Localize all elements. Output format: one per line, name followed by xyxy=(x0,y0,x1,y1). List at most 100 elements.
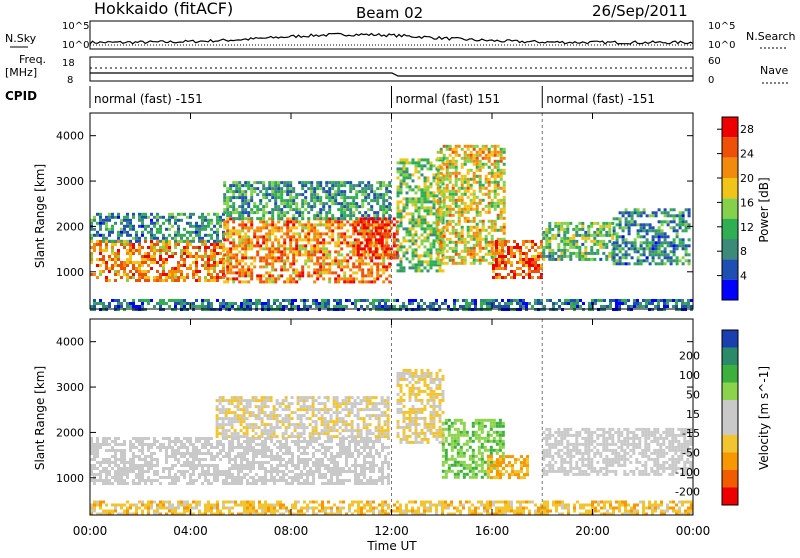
power-echo-cell xyxy=(292,268,295,271)
power-echo-cell xyxy=(370,190,373,193)
velocity-echo-cell xyxy=(96,446,99,449)
power-echo-cell xyxy=(474,299,477,302)
power-echo-cell xyxy=(141,225,144,228)
power-echo-cell xyxy=(274,235,277,238)
power-echo-cell xyxy=(522,243,525,246)
power-echo-cell xyxy=(400,212,403,215)
power-echo-cell xyxy=(552,305,555,308)
power-echo-cell xyxy=(636,302,639,305)
power-echo-cell xyxy=(507,246,510,249)
velocity-echo-cell xyxy=(210,443,213,446)
power-echo-cell xyxy=(455,169,458,172)
velocity-echo-cell xyxy=(279,479,282,482)
power-echo-cell xyxy=(525,246,528,249)
power-echo-cell xyxy=(265,232,268,235)
nsky-trace xyxy=(90,33,693,45)
power-echo-cell xyxy=(180,258,183,261)
power-echo-cell xyxy=(304,190,307,193)
power-echo-cell xyxy=(240,305,243,308)
power-echo-cell xyxy=(679,211,682,214)
power-echo-cell xyxy=(470,247,473,250)
power-echo-cell xyxy=(286,226,289,229)
velocity-echo-cell xyxy=(156,479,159,482)
power-echo-cell xyxy=(271,253,274,256)
power-echo-cell xyxy=(400,167,403,170)
power-echo-cell xyxy=(415,200,418,203)
power-echo-cell xyxy=(473,160,476,163)
power-echo-cell xyxy=(235,190,238,193)
power-echo-cell xyxy=(440,208,443,211)
power-echo-cell xyxy=(587,258,590,261)
power-echo-cell xyxy=(256,274,259,277)
power-echo-cell xyxy=(153,255,156,258)
power-echo-cell xyxy=(283,232,286,235)
power-echo-cell xyxy=(479,244,482,247)
power-echo-cell xyxy=(427,224,430,227)
power-echo-cell xyxy=(437,223,440,226)
power-echo-cell xyxy=(676,223,679,226)
power-echo-cell xyxy=(325,256,328,259)
power-echo-cell xyxy=(316,259,319,262)
power-echo-cell xyxy=(476,229,479,232)
power-echo-cell xyxy=(440,211,443,214)
power-echo-cell xyxy=(319,220,322,223)
power-echo-cell xyxy=(572,228,575,231)
power-echo-cell xyxy=(531,246,534,249)
power-echo-cell xyxy=(452,259,455,262)
power-echo-cell xyxy=(367,196,370,199)
power-echo-cell xyxy=(292,250,295,253)
power-echo-cell xyxy=(271,223,274,226)
power-echo-cell xyxy=(507,240,510,243)
power-echo-cell xyxy=(126,231,129,234)
power-echo-cell xyxy=(670,220,673,223)
velocity-echo-cell xyxy=(126,470,129,473)
power-echo-cell xyxy=(229,187,232,190)
power-echo-cell xyxy=(494,202,497,205)
power-echo-cell xyxy=(331,199,334,202)
power-echo-cell xyxy=(289,202,292,205)
power-echo-cell xyxy=(165,243,168,246)
power-echo-cell xyxy=(461,262,464,265)
power-echo-cell xyxy=(307,238,310,241)
power-echo-cell xyxy=(271,244,274,247)
power-echo-cell xyxy=(201,264,204,267)
velocity-echo-cell xyxy=(279,461,282,464)
power-echo-cell xyxy=(412,254,415,257)
power-echo-cell xyxy=(500,157,503,160)
power-echo-cell xyxy=(117,305,120,308)
power-echo-cell xyxy=(406,185,409,188)
power-echo-cell xyxy=(310,184,313,187)
power-echo-cell xyxy=(235,208,238,211)
power-echo-cell xyxy=(256,229,259,232)
power-echo-cell xyxy=(289,241,292,244)
power-echo-cell xyxy=(111,258,114,261)
power-echo-cell xyxy=(304,253,307,256)
power-echo-cell xyxy=(494,181,497,184)
power-echo-cell xyxy=(358,268,361,271)
power-echo-cell xyxy=(631,211,634,214)
power-echo-cell xyxy=(144,252,147,255)
power-echo-cell xyxy=(500,148,503,151)
power-echo-cell xyxy=(479,166,482,169)
power-echo-cell xyxy=(229,211,232,214)
power-echo-cell xyxy=(186,249,189,252)
power-echo-cell xyxy=(319,202,322,205)
power-echo-cell xyxy=(458,178,461,181)
power-echo-cell xyxy=(528,273,531,276)
power-echo-cell xyxy=(283,238,286,241)
power-echo-cell xyxy=(195,225,198,228)
power-echo-cell xyxy=(165,237,168,240)
power-echo-cell xyxy=(458,232,461,235)
power-echo-cell xyxy=(319,268,322,271)
power-echo-cell xyxy=(144,270,147,273)
velocity-echo-cell xyxy=(162,476,165,479)
power-echo-cell xyxy=(123,270,126,273)
velocity-echo-cell xyxy=(195,446,198,449)
power-echo-cell xyxy=(415,161,418,164)
velocity-echo-cell xyxy=(138,440,141,443)
power-echo-cell xyxy=(606,305,609,308)
power-echo-cell xyxy=(256,226,259,229)
power-echo-cell xyxy=(473,226,476,229)
power-echo-cell xyxy=(573,305,576,308)
power-echo-cell xyxy=(346,205,349,208)
